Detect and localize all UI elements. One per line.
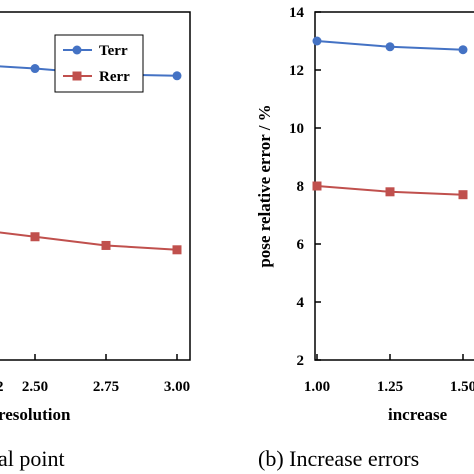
legend-rerr-marker	[72, 71, 82, 81]
left-chart: 2 resolution al point 2.50 2.75 3.00 Terr …	[0, 11, 191, 471]
left-xtick-label: 3.00	[164, 379, 190, 395]
right-ylabel: pose relative error / %	[255, 104, 274, 267]
left-series-terr-point	[30, 64, 40, 74]
left-series-rerr-line	[0, 231, 178, 251]
left-xtick-label: 2.50	[22, 379, 48, 395]
right-xtick-label: 1.25	[377, 379, 403, 395]
right-ytick-label: 4	[297, 295, 305, 311]
right-plot-frame	[314, 11, 474, 361]
left-series-terr-point	[172, 71, 182, 81]
right-xtick-label: 1.00	[304, 379, 330, 395]
left-plot-frame	[0, 11, 191, 361]
right-series-terr-point	[385, 42, 395, 52]
right-ytick-label: 12	[289, 63, 304, 79]
left-series-rerr-point	[30, 232, 40, 242]
left-legend: Terr Rerr	[54, 34, 144, 93]
right-caption: (b) Increase errors	[258, 446, 419, 471]
left-xtick-label: 2.75	[93, 379, 119, 395]
right-series-rerr-point	[385, 187, 395, 197]
legend-terr-label: Terr	[99, 43, 128, 59]
right-ytick-label: 14	[289, 5, 305, 21]
left-series-rerr-point	[101, 240, 111, 250]
right-series-rerr-point	[312, 181, 322, 191]
left-legend-box	[54, 34, 144, 93]
left-caption: al point	[0, 446, 65, 471]
right-chart: pose relative error / % increase (b) Inc…	[255, 5, 474, 471]
right-ytick-label: 6	[297, 237, 305, 253]
right-series-terr-point	[312, 36, 322, 46]
legend-rerr-label: Rerr	[99, 69, 130, 85]
right-ytick-label: 2	[297, 353, 305, 369]
right-xtick-label: 1.50	[450, 379, 474, 395]
right-series-terr-point	[458, 45, 468, 55]
right-xlabel: increase	[388, 405, 448, 424]
right-ytick-label: 10	[289, 121, 304, 137]
left-xtick-partial: 2	[0, 379, 4, 395]
right-series-rerr-point	[458, 190, 468, 200]
legend-terr-marker	[72, 45, 82, 55]
right-ytick-label: 8	[297, 179, 305, 195]
left-xlabel: resolution	[0, 405, 71, 424]
left-series-rerr-point	[172, 245, 182, 255]
